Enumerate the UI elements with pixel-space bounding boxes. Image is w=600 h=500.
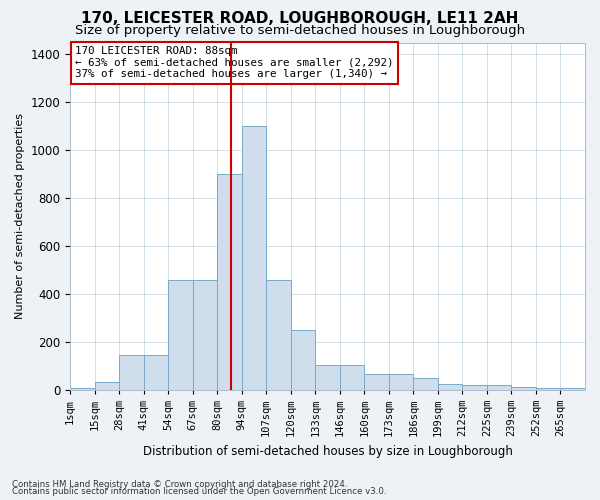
Bar <box>291 330 315 390</box>
Bar <box>95 382 119 390</box>
Bar <box>70 388 95 390</box>
X-axis label: Distribution of semi-detached houses by size in Loughborough: Distribution of semi-detached houses by … <box>143 444 512 458</box>
Bar <box>413 378 438 390</box>
Bar <box>438 384 463 390</box>
Bar <box>242 126 266 390</box>
Bar <box>193 280 217 390</box>
Bar <box>463 385 487 390</box>
Text: Contains public sector information licensed under the Open Government Licence v3: Contains public sector information licen… <box>12 488 386 496</box>
Bar <box>340 364 364 390</box>
Bar <box>511 387 536 390</box>
Bar <box>168 280 193 390</box>
Bar <box>536 388 560 390</box>
Bar <box>389 374 413 390</box>
Bar <box>560 388 585 390</box>
Bar <box>315 364 340 390</box>
Bar <box>217 174 242 390</box>
Bar <box>266 280 291 390</box>
Bar <box>364 374 389 390</box>
Text: Contains HM Land Registry data © Crown copyright and database right 2024.: Contains HM Land Registry data © Crown c… <box>12 480 347 489</box>
Text: 170 LEICESTER ROAD: 88sqm
← 63% of semi-detached houses are smaller (2,292)
37% : 170 LEICESTER ROAD: 88sqm ← 63% of semi-… <box>75 46 394 79</box>
Bar <box>119 355 143 390</box>
Y-axis label: Number of semi-detached properties: Number of semi-detached properties <box>15 113 25 319</box>
Text: 170, LEICESTER ROAD, LOUGHBOROUGH, LE11 2AH: 170, LEICESTER ROAD, LOUGHBOROUGH, LE11 … <box>82 11 518 26</box>
Text: Size of property relative to semi-detached houses in Loughborough: Size of property relative to semi-detach… <box>75 24 525 37</box>
Bar <box>143 355 168 390</box>
Bar <box>487 385 511 390</box>
